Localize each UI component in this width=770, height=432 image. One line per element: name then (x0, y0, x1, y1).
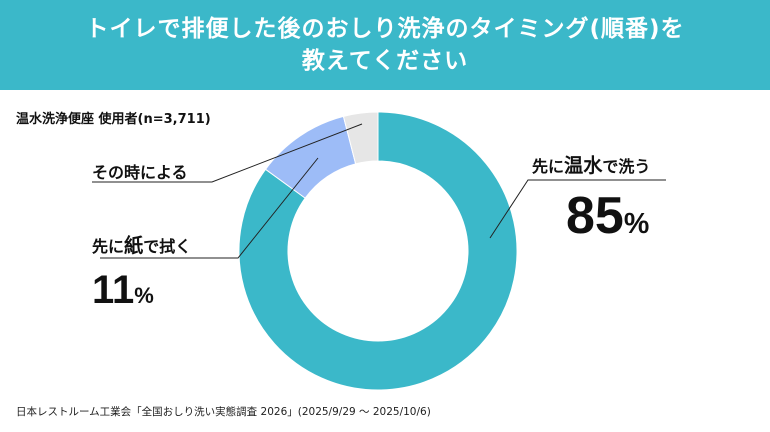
value-paper: 11% (92, 268, 154, 312)
source-note: 日本レストルーム工業会「全国おしり洗い実態調査 2026」(2025/9/29 … (16, 406, 431, 418)
title-line-1: トイレで排便した後のおしり洗浄のタイミング(順番)を (85, 16, 685, 42)
leader-paper (100, 157, 319, 259)
slice-water (238, 111, 518, 391)
header-banner: トイレで排便した後のおしり洗浄のタイミング(順番)を 教えてください (0, 0, 770, 90)
label-paper: 先に紙で拭く (92, 234, 192, 257)
label-other: その時による (92, 163, 188, 182)
value-water: 85% (566, 187, 650, 245)
sample-note: 温水洗浄便座 使用者(n=3,711) (16, 112, 211, 127)
leader-other (92, 123, 363, 183)
title-line-2: 教えてください (301, 48, 469, 74)
leader-water (489, 179, 666, 239)
label-water: 先に温水で洗う (532, 154, 651, 177)
slice-other (342, 111, 379, 165)
